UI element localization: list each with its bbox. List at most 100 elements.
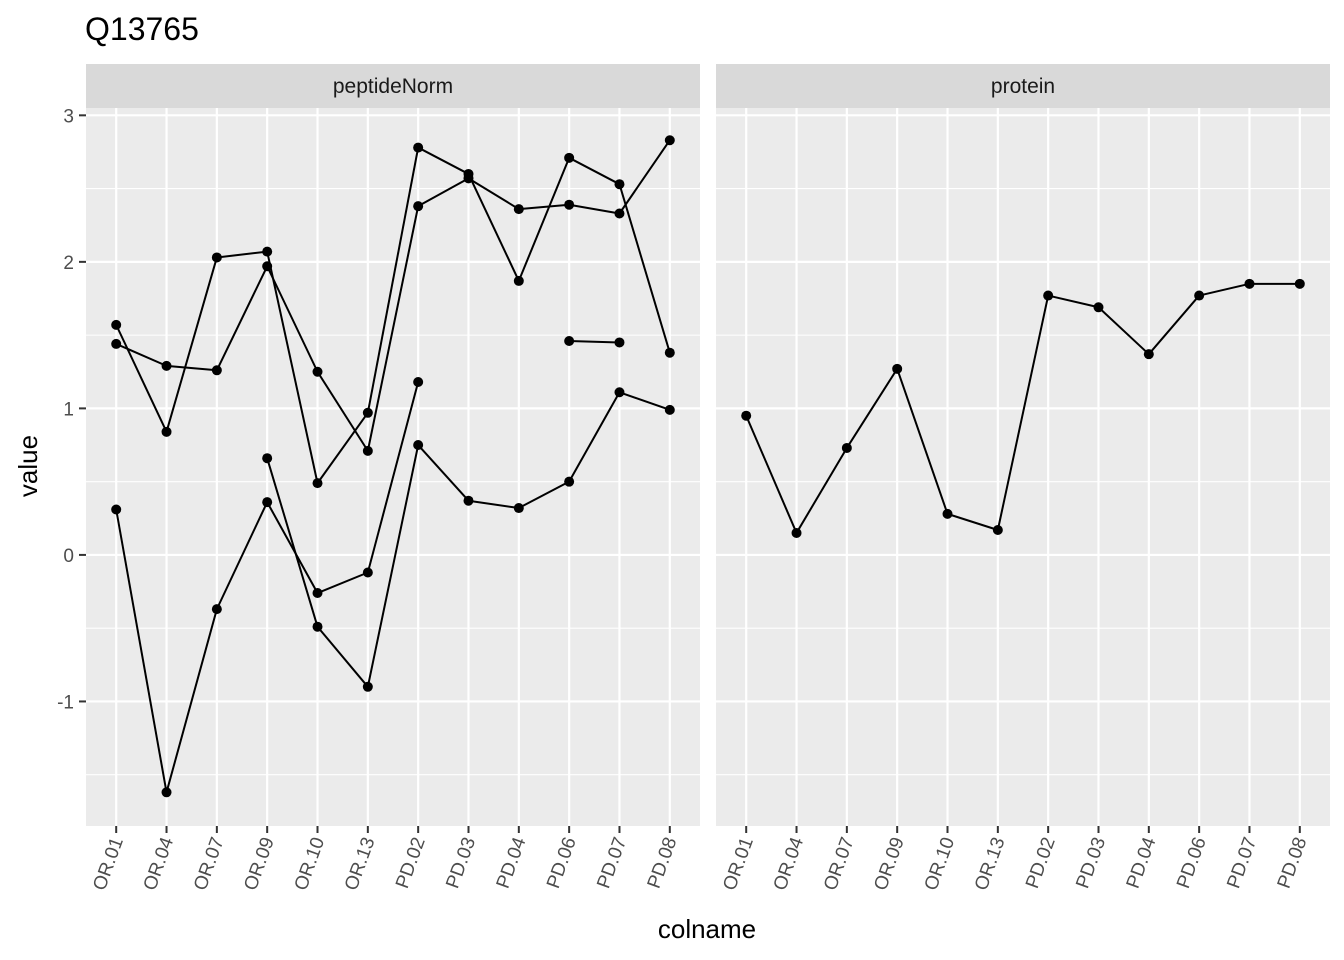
data-point <box>564 152 575 163</box>
facet-panel-protein: protein OR.01 OR.04 OR.07 OR.09 OR.10 OR.13 PD.… <box>716 64 1330 893</box>
data-point <box>312 621 323 632</box>
x-tick-label: OR.04 <box>140 834 179 893</box>
data-point <box>513 503 524 514</box>
data-point <box>413 377 424 388</box>
x-tick-label: PD.08 <box>1274 835 1312 892</box>
data-point <box>741 410 752 421</box>
x-tick-label: PD.03 <box>442 835 480 892</box>
series-line-segment <box>366 147 420 413</box>
data-point <box>614 337 625 348</box>
data-point <box>1043 290 1054 301</box>
series-line-segment <box>1198 282 1250 297</box>
series-line-segment <box>115 342 167 367</box>
data-point <box>992 525 1003 536</box>
x-tick-label: PD.08 <box>644 835 682 892</box>
x-tick-label: OR.01 <box>89 835 128 894</box>
x-tick-label: OR.10 <box>291 835 330 894</box>
data-point <box>463 495 474 506</box>
series-line-segment <box>568 203 620 215</box>
data-point <box>413 440 424 451</box>
panel-background <box>716 108 1330 826</box>
data-point <box>664 404 675 415</box>
series-5 <box>564 335 625 348</box>
series-line-segment <box>568 156 620 186</box>
data-point <box>614 387 625 398</box>
facet-panels: peptideNorm OR.01 OR.04 OR.07 OR.09 OR.10 OR.1… <box>57 64 1330 893</box>
series-line-segment <box>618 139 671 215</box>
series-line-segment <box>266 251 319 484</box>
series-line-segment <box>317 571 369 594</box>
series-line-segment <box>316 626 369 688</box>
data-point <box>1244 278 1255 289</box>
series-line-segment <box>568 391 621 483</box>
x-tick-label: PD.04 <box>1123 834 1161 891</box>
data-point <box>362 407 373 418</box>
data-point <box>513 204 524 215</box>
panel-background <box>86 108 700 826</box>
series-line-segment <box>518 480 570 509</box>
series-2 <box>111 135 675 456</box>
data-point <box>1093 302 1104 313</box>
data-point <box>1143 349 1154 360</box>
series-line-segment <box>795 447 848 534</box>
data-point <box>312 366 323 377</box>
series-line-segment <box>316 371 369 452</box>
series-line-segment <box>366 205 420 452</box>
series-line-segment <box>165 257 218 433</box>
series-line-segment <box>467 173 520 282</box>
data-point <box>564 199 575 210</box>
x-tick-label: PD.06 <box>1173 835 1211 892</box>
series-line-segment <box>517 157 571 282</box>
series-line-segment <box>366 381 420 573</box>
series-line-segment <box>745 415 798 534</box>
series-line-segment <box>618 183 671 353</box>
x-axis-title: colname <box>658 914 756 944</box>
facet-panel-peptideNorm: peptideNorm OR.01 OR.04 OR.07 OR.09 OR.10 OR.1… <box>57 64 700 893</box>
series-line-segment <box>215 501 269 610</box>
x-tick-label: OR.01 <box>719 835 758 894</box>
data-point <box>161 426 172 437</box>
y-tick-label: 3 <box>63 106 74 127</box>
data-point <box>664 347 675 358</box>
series-line-segment <box>216 250 268 259</box>
x-tick-label: OR.04 <box>770 834 809 893</box>
data-point <box>111 504 122 515</box>
chart-title: Q13765 <box>85 11 199 47</box>
series-line-segment <box>215 265 269 371</box>
facet-strip <box>716 64 1330 108</box>
x-tick-label: OR.13 <box>341 835 380 894</box>
series-3 <box>111 377 424 798</box>
data-point <box>791 527 802 538</box>
data-point <box>362 681 373 692</box>
x-tick-label: PD.02 <box>1022 835 1060 892</box>
data-point <box>262 497 273 508</box>
data-point <box>614 208 625 219</box>
x-tick-label: PD.07 <box>593 835 631 892</box>
series-line-segment <box>1097 306 1150 355</box>
series-line-segment <box>896 368 949 515</box>
series-line-segment <box>1047 294 1099 309</box>
data-point <box>262 261 273 272</box>
data-point <box>942 508 953 519</box>
data-point <box>564 476 575 487</box>
data-point <box>161 787 172 798</box>
series-line-segment <box>417 177 469 208</box>
data-point <box>463 173 474 184</box>
series-line-segment <box>996 295 1050 531</box>
data-point <box>413 201 424 212</box>
x-tick-label: PD.06 <box>543 835 581 892</box>
data-point <box>362 567 373 578</box>
data-point <box>362 445 373 456</box>
series-line-segment <box>417 146 469 175</box>
x-tick-label: OR.10 <box>921 835 960 894</box>
x-tick-label: OR.09 <box>870 835 909 894</box>
series-1 <box>111 142 675 489</box>
data-point <box>614 179 625 190</box>
series-line-segment <box>569 339 620 344</box>
data-point <box>262 246 273 257</box>
data-point <box>211 252 222 263</box>
data-point <box>262 453 273 464</box>
x-tick-label: PD.03 <box>1072 835 1110 892</box>
series-line-segment <box>115 324 168 433</box>
